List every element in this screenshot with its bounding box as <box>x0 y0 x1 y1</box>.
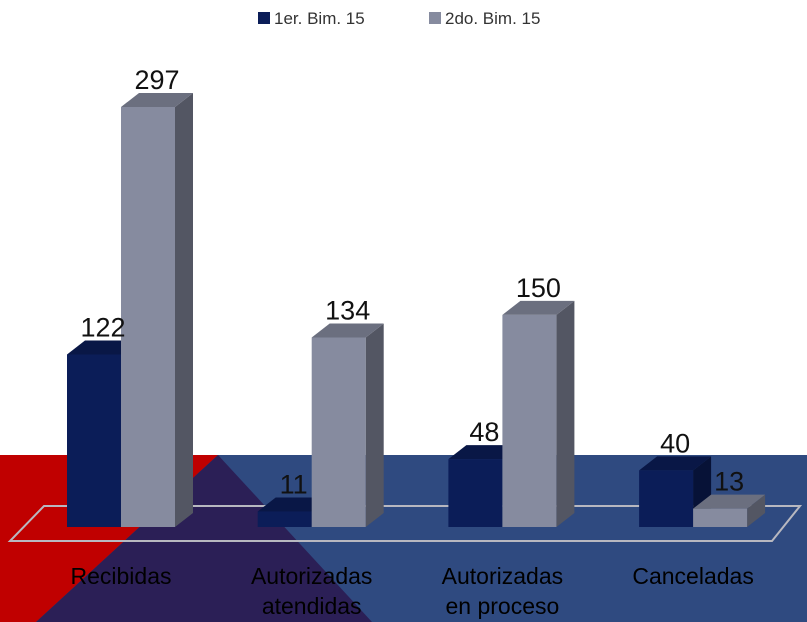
bar <box>121 93 193 527</box>
data-label: 297 <box>134 65 179 95</box>
bar-top <box>639 456 712 471</box>
bar-top <box>693 494 766 509</box>
x-tick-label: Autorizadas atendidas <box>251 563 372 619</box>
data-label: 122 <box>80 312 125 342</box>
bar-front <box>311 337 366 527</box>
bar-side <box>556 300 575 527</box>
data-label: 40 <box>660 428 690 458</box>
data-label: 150 <box>516 273 561 303</box>
bar-front <box>448 459 503 527</box>
bar-front <box>121 107 175 527</box>
bar <box>639 456 712 527</box>
legend-swatch <box>258 12 270 24</box>
data-label: 48 <box>469 417 499 447</box>
x-tick-label: Autorizadas en proceso <box>442 563 563 619</box>
purple-shape <box>36 455 372 622</box>
bar <box>693 494 766 527</box>
bar-front <box>67 354 121 527</box>
bar <box>502 300 575 527</box>
legend-label: 2do. Bim. 15 <box>445 9 540 28</box>
bar-side <box>365 323 384 527</box>
plot <box>67 93 766 527</box>
bar-front <box>639 470 694 527</box>
bar-top <box>311 323 384 338</box>
bar-front <box>257 511 312 527</box>
bar-front <box>693 508 748 527</box>
data-label: 13 <box>714 467 744 497</box>
data-label: 134 <box>325 296 370 326</box>
legend-label: 1er. Bim. 15 <box>274 9 365 28</box>
x-tick-label: Recibidas <box>71 563 172 589</box>
data-label: 11 <box>280 469 308 499</box>
floor <box>7 505 803 542</box>
bar-side <box>175 93 193 527</box>
bar-side <box>747 494 766 527</box>
bar-front <box>502 314 557 527</box>
bar-top <box>121 93 193 107</box>
x-tick-label: Canceladas <box>632 563 753 589</box>
bar <box>311 323 384 527</box>
legend: 1er. Bim. 15 2do. Bim. 15 <box>258 9 540 28</box>
legend-swatch <box>429 12 441 24</box>
bar-top <box>502 300 575 315</box>
